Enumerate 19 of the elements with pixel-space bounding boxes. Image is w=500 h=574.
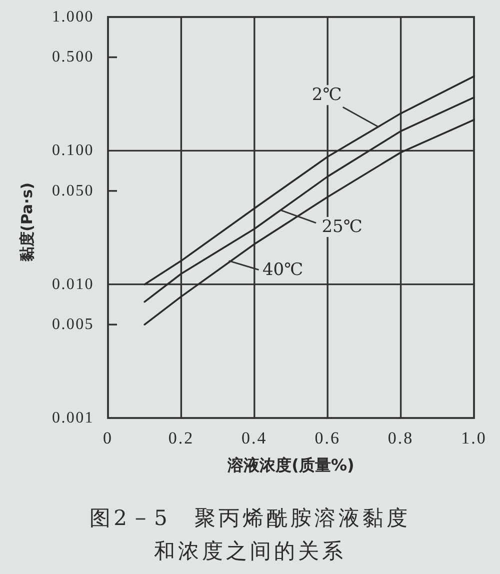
- y-tick-label: 0.500: [52, 48, 94, 66]
- y-tick-label: 1.000: [52, 8, 94, 26]
- annotation: 2℃: [312, 85, 342, 106]
- x-tick-label: 1.0: [461, 428, 487, 448]
- x-tick-label: 0: [103, 428, 113, 448]
- y-tick-label: 0.005: [52, 316, 94, 334]
- x-tick-label: 0.4: [242, 428, 268, 448]
- y-tick-label: 0.001: [52, 410, 94, 426]
- annotation: 40℃: [262, 260, 304, 280]
- annotation: 25℃: [322, 216, 362, 237]
- y-tick-label: 0.100: [52, 142, 94, 160]
- x-tick-label: 0.2: [168, 428, 194, 448]
- y-tick-label: 0.050: [52, 182, 94, 200]
- x-axis-title: 溶液浓度(质量%): [226, 456, 354, 474]
- x-tick-label: 0.6: [314, 428, 340, 448]
- y-axis-title: 黏度(Pa·s): [18, 182, 36, 263]
- text: 图2－5 聚丙烯酰胺溶液黏度和浓度之间的关系: [88, 505, 412, 565]
- y-tick-label: 0.010: [52, 276, 94, 293]
- x-tick-label: 0.8: [388, 428, 414, 448]
